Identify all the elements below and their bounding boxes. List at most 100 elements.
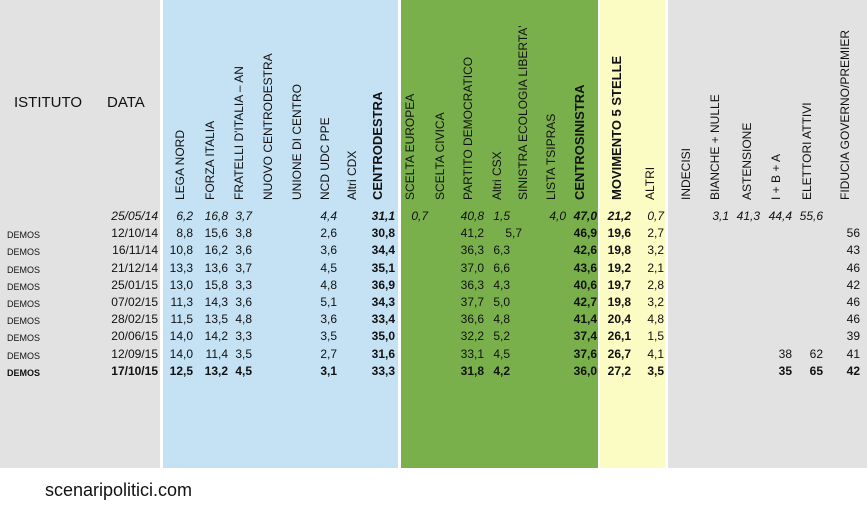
cell-lega-nord: 10,8 [169,243,193,258]
cell-ncd-udc-ppe: 2,7 [320,346,337,361]
cell-elettori: 55,6 [799,209,823,223]
cell-fiducia: 41 [846,346,860,361]
cell-fratelli-italia: 3,3 [235,329,252,344]
row-istituto: DEMOS [7,350,41,361]
cell-scelta-europea: 0,7 [411,209,428,223]
cell-m5s: 21,2 [607,209,631,223]
cell-centrodestra: 31,6 [371,346,395,361]
cell-fratelli-italia: 3,7 [235,209,252,223]
cell-altri: 2,7 [647,226,664,241]
cell-altri: 2,8 [647,277,664,292]
cell-altri: 3,2 [647,295,664,309]
cell-forza-italia: 14,2 [204,329,228,344]
column-header-fiducia: FIDUCIA GOVERNO/PREMIER [838,29,852,200]
row-istituto: DEMOS [7,367,41,378]
cell-fratelli-italia: 3,5 [235,346,252,361]
column-header-lega-nord: LEGA NORD [173,129,187,200]
centrodestra-block [163,0,398,468]
cell-m5s: 19,2 [607,260,631,275]
row-date: 12/10/14 [111,226,158,241]
cell-altri-csx: 5,2 [493,329,510,344]
cell-pd: 31,8 [460,363,484,378]
cell-altri: 1,5 [647,329,664,344]
cell-ncd-udc-ppe: 3,6 [320,312,337,327]
cell-pd: 36,6 [460,312,484,327]
cell-fiducia: 42 [846,277,860,292]
cell-centrosinistra: 36,0 [573,363,597,378]
cell-tsipras: 4,0 [549,209,566,223]
cell-pd: 32,2 [460,329,484,344]
cell-lega-nord: 8,8 [176,226,193,241]
row-date: 25/01/15 [111,277,158,292]
cell-altri: 4,1 [647,346,664,361]
cell-fiducia: 42 [846,363,860,378]
cell-forza-italia: 15,6 [204,226,228,241]
column-header-centrosinistra: CENTROSINISTRA [572,84,587,200]
cell-ncd-udc-ppe: 3,5 [320,329,337,344]
cell-m5s: 20,4 [607,312,631,327]
cell-bianche: 3,1 [712,209,729,223]
cell-centrosinistra: 42,7 [573,295,597,309]
cell-m5s: 19,6 [607,226,631,241]
row-istituto: DEMOS [7,247,41,258]
cell-lega-nord: 11,3 [170,295,193,309]
column-header-altri: ALTRI [643,166,657,200]
cell-altri-csx: 4,5 [493,346,510,361]
cell-centrodestra: 31,1 [371,209,395,223]
cell-centrodestra: 35,0 [371,329,395,344]
row-istituto: DEMOS [7,281,41,292]
cell-pd: 37,7 [460,295,484,309]
cell-centrodestra: 35,1 [371,260,395,275]
row-date: 17/10/15 [111,363,158,378]
column-header-pd: PARTITO DEMOCRATICO [461,56,475,200]
cell-altri-csx: 4,8 [493,312,510,327]
istituto-header: ISTITUTO [14,94,83,111]
cell-altri: 4,8 [647,312,664,327]
cell-fratelli-italia: 4,5 [235,363,252,378]
grey-background-left [0,0,160,468]
cell-ncd-udc-ppe: 3,1 [320,363,337,378]
cell-forza-italia: 13,5 [204,312,228,327]
cell-lega-nord: 11,5 [170,312,193,327]
cell-fiducia: 39 [846,329,860,344]
cell-m5s: 26,7 [607,346,631,361]
column-header-fratelli-italia: FRATELLI D'ITALIA – AN [232,66,246,200]
cell-m5s: 19,8 [607,295,631,309]
column-header-m5s: MOVIMENTO 5 STELLE [609,55,624,200]
row-date: 16/11/14 [112,243,158,258]
cell-fratelli-italia: 4,8 [235,312,252,327]
cell-fiducia: 46 [846,260,860,275]
cell-lega-nord: 12,5 [169,363,193,378]
row-date: 12/09/15 [111,346,158,361]
column-header-bianche: BIANCHE + NULLE [708,94,722,200]
centrosinistra-block [401,0,598,468]
cell-forza-italia: 13,6 [204,260,228,275]
cell-forza-italia: 16,8 [204,209,228,223]
cell-forza-italia: 15,8 [204,277,228,292]
column-header-tsipras: LISTA TSIPRAS [544,113,558,200]
cell-ncd-udc-ppe: 2,6 [320,226,337,241]
cell-altri-csx: 4,2 [493,363,510,378]
cell-centrodestra: 33,4 [371,312,395,327]
row-date: 25/05/14 [111,209,158,223]
row-date: 07/02/15 [111,295,158,309]
cell-elettori: 65 [809,363,823,378]
cell-altri-csx: 5,0 [493,295,510,309]
cell-centrosinistra: 41,4 [573,312,597,327]
cell-altri-csx: 4,3 [493,277,510,292]
row-istituto: DEMOS [7,333,41,344]
cell-altri-csx: 6,3 [493,243,510,258]
cell-forza-italia: 14,3 [204,295,228,309]
cell-centrodestra: 34,3 [371,295,395,309]
cell-iba: 44,4 [768,209,792,223]
cell-fratelli-italia: 3,7 [235,260,252,275]
cell-elettori: 62 [809,346,823,361]
cell-pd: 36,3 [460,243,484,258]
cell-centrosinistra: 37,6 [573,346,597,361]
cell-pd: 41,2 [460,226,484,241]
cell-altri: 3,2 [647,243,664,258]
cell-centrosinistra: 42,6 [573,243,597,258]
column-header-elettori: ELETTORI ATTIVI [800,102,814,200]
cell-pd: 33,1 [460,346,484,361]
